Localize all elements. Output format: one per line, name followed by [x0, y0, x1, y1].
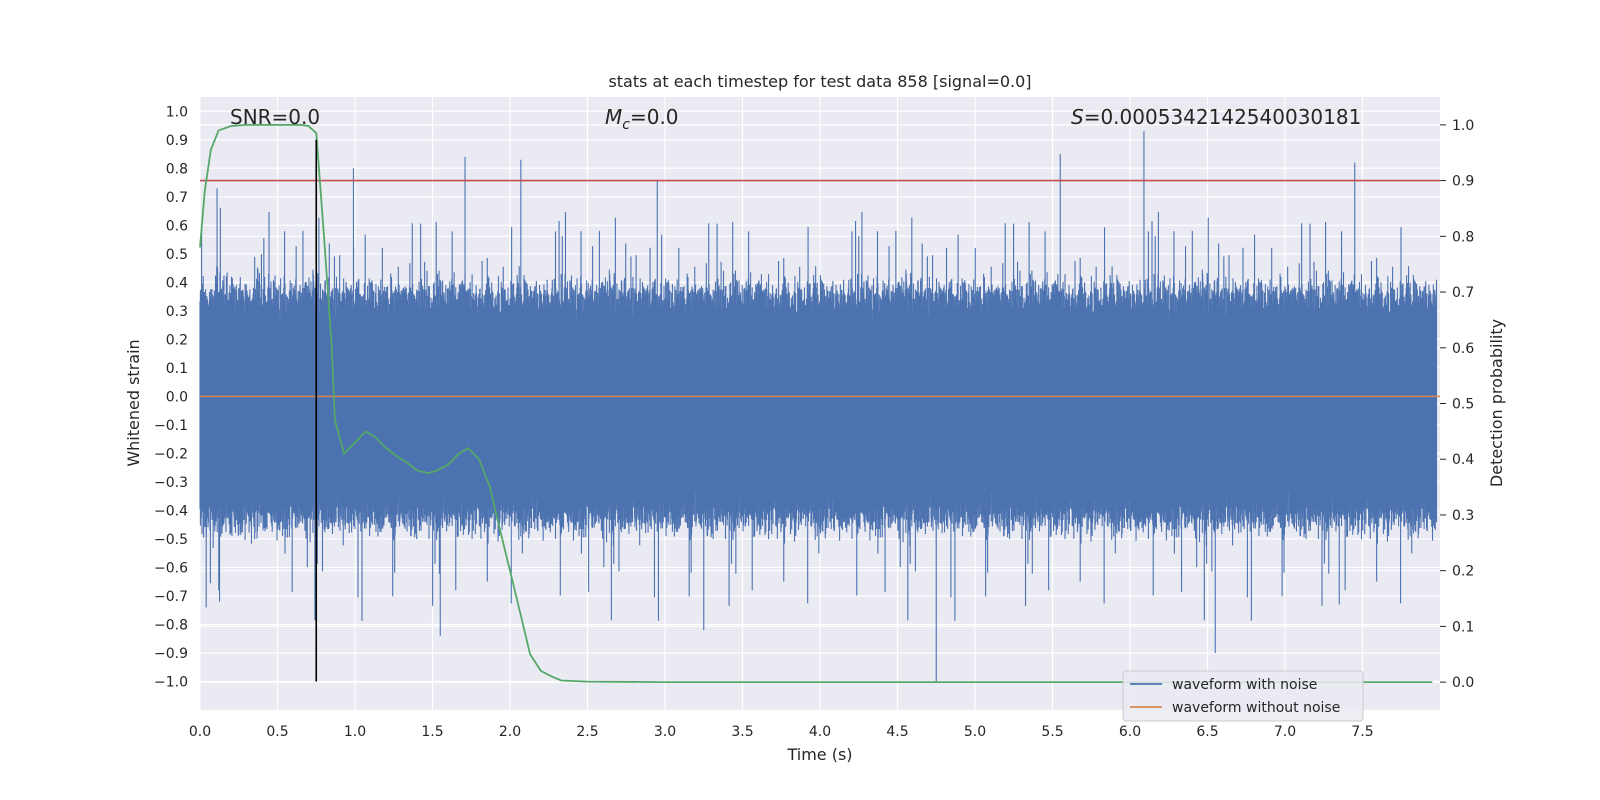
x-tick-label: 1.0 — [344, 724, 366, 740]
x-tick-label: 0.5 — [266, 724, 288, 740]
y-tick-label: 0.9 — [166, 133, 188, 149]
x-tick-label: 0.0 — [189, 724, 211, 740]
x-tick-label: 2.0 — [499, 724, 521, 740]
y2-tick-label: 0.2 — [1452, 564, 1474, 580]
y2-tick-label: 0.7 — [1452, 285, 1474, 301]
legend-box — [1122, 670, 1364, 722]
y-tick-label: 0.2 — [166, 332, 188, 348]
y2-axis-label: Detection probability — [1487, 319, 1506, 487]
snr-annotation: SNR=0.0 — [230, 105, 320, 129]
y-tick-label: −0.6 — [154, 560, 188, 576]
y-tick-label: 0.1 — [166, 361, 188, 377]
y-tick-label: −0.1 — [154, 418, 188, 434]
y-tick-label: −0.2 — [154, 446, 188, 462]
y2-tick-label: 0.8 — [1452, 229, 1474, 245]
y-tick-label: 0.8 — [166, 161, 188, 177]
mc-symbol: M — [605, 105, 622, 129]
y2-tick-label: 0.3 — [1452, 508, 1474, 524]
x-tick-label: 6.5 — [1196, 724, 1218, 740]
legend-label-clean: waveform without noise — [1172, 700, 1340, 716]
y2-tick-label: 0.6 — [1452, 341, 1474, 357]
series-detection-probability — [199, 124, 1433, 683]
x-tick-label: 3.0 — [654, 724, 676, 740]
y2-tick-label: 0.5 — [1452, 397, 1474, 413]
noise-spikes — [199, 131, 1438, 682]
y-tick-label: −0.7 — [154, 589, 188, 605]
x-axis-label: Time (s) — [786, 745, 852, 764]
y-tick-labels: 1.0 0.9 0.8 0.7 0.6 0.5 0.4 0.3 0.2 0.1 0.0 −0.1 −0.… — [154, 104, 188, 690]
chart-title: stats at each timestep for test data 858… — [608, 72, 1031, 91]
mc-subscript: c — [622, 117, 630, 133]
s-symbol: S — [1071, 105, 1084, 129]
y-tick-label: 0.0 — [166, 389, 188, 405]
y-tick-label: −0.4 — [154, 503, 188, 519]
y-tick-label: −0.9 — [154, 646, 188, 662]
x-tick-label: 4.5 — [886, 724, 908, 740]
s-annotation: S=0.0005342142540030181 — [1071, 105, 1361, 129]
x-tick-label: 1.5 — [421, 724, 443, 740]
y-tick-label: −0.3 — [154, 475, 188, 491]
y2-tick-label: 0.0 — [1452, 675, 1474, 691]
x-tick-label: 4.0 — [809, 724, 831, 740]
x-tick-label: 3.5 — [731, 724, 753, 740]
y-tick-label: 1.0 — [166, 104, 188, 120]
y-tick-label: 0.5 — [166, 247, 188, 263]
s-value: =0.0005342142540030181 — [1084, 105, 1362, 129]
series-waveform-with-noise — [199, 131, 1438, 682]
y-tick-label: −0.5 — [154, 532, 188, 548]
y-tick-label: 0.6 — [166, 218, 188, 234]
x-tick-label: 7.5 — [1351, 724, 1373, 740]
y-tick-label: 0.3 — [166, 304, 188, 320]
mc-value: =0.0 — [630, 105, 679, 129]
x-tick-label: 5.0 — [964, 724, 986, 740]
x-tick-label: 6.0 — [1119, 724, 1141, 740]
y2-tick-label: 0.9 — [1452, 174, 1474, 190]
y2-tick-label: 0.1 — [1452, 619, 1474, 635]
y2-tick-labels: 1.0 0.9 0.8 0.7 0.6 0.5 0.4 0.3 0.2 0.1 0.0 — [1440, 118, 1474, 691]
x-tick-label: 2.5 — [576, 724, 598, 740]
x-tick-label: 7.0 — [1274, 724, 1296, 740]
x-tick-label: 5.5 — [1041, 724, 1063, 740]
legend: waveform with noise waveform without noi… — [1122, 670, 1364, 722]
legend-label-noise: waveform with noise — [1172, 677, 1317, 693]
y-tick-label: −1.0 — [154, 674, 188, 690]
y2-tick-label: 1.0 — [1452, 118, 1474, 134]
y2-tick-label: 0.4 — [1452, 452, 1474, 468]
y-tick-label: 0.7 — [166, 190, 188, 206]
y-axis-label: Whitened strain — [124, 339, 143, 466]
y-tick-label: −0.8 — [154, 617, 188, 633]
mc-annotation: Mc=0.0 — [605, 105, 679, 133]
x-tick-labels: 0.0 0.5 1.0 1.5 2.0 2.5 3.0 3.5 4.0 4.5 5.0 5.5 6.0 6… — [189, 724, 1374, 740]
y-tick-label: 0.4 — [166, 275, 188, 291]
